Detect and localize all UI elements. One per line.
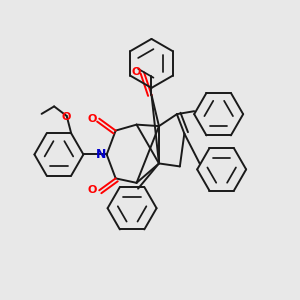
Text: O: O: [132, 67, 141, 77]
Text: O: O: [62, 112, 71, 122]
Text: O: O: [88, 114, 98, 124]
Text: N: N: [96, 148, 106, 161]
Text: O: O: [88, 185, 98, 195]
